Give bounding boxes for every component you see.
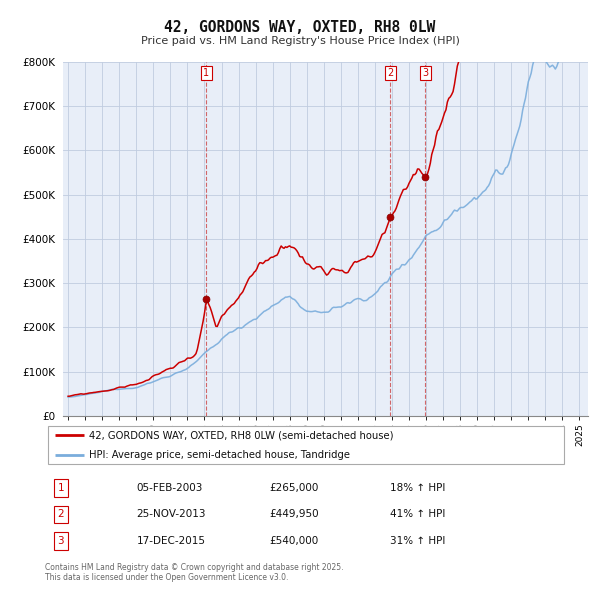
Text: £449,950: £449,950 [269,510,319,519]
Text: 42, GORDONS WAY, OXTED, RH8 0LW: 42, GORDONS WAY, OXTED, RH8 0LW [164,19,436,35]
Text: £265,000: £265,000 [269,483,319,493]
Text: Contains HM Land Registry data © Crown copyright and database right 2025.: Contains HM Land Registry data © Crown c… [45,563,343,572]
Text: HPI: Average price, semi-detached house, Tandridge: HPI: Average price, semi-detached house,… [89,450,350,460]
Text: 2: 2 [58,510,64,519]
Text: 2: 2 [387,68,394,78]
Text: 1: 1 [58,483,64,493]
Text: 41% ↑ HPI: 41% ↑ HPI [389,510,445,519]
Text: 1: 1 [203,68,209,78]
Text: Price paid vs. HM Land Registry's House Price Index (HPI): Price paid vs. HM Land Registry's House … [140,37,460,46]
Text: 3: 3 [422,68,428,78]
Text: 3: 3 [58,536,64,546]
Text: £540,000: £540,000 [269,536,319,546]
Text: 18% ↑ HPI: 18% ↑ HPI [389,483,445,493]
Text: 05-FEB-2003: 05-FEB-2003 [136,483,203,493]
Text: This data is licensed under the Open Government Licence v3.0.: This data is licensed under the Open Gov… [45,572,289,582]
Text: 31% ↑ HPI: 31% ↑ HPI [389,536,445,546]
Text: 42, GORDONS WAY, OXTED, RH8 0LW (semi-detached house): 42, GORDONS WAY, OXTED, RH8 0LW (semi-de… [89,430,394,440]
Text: 17-DEC-2015: 17-DEC-2015 [136,536,205,546]
FancyBboxPatch shape [47,426,565,464]
Text: 25-NOV-2013: 25-NOV-2013 [136,510,206,519]
